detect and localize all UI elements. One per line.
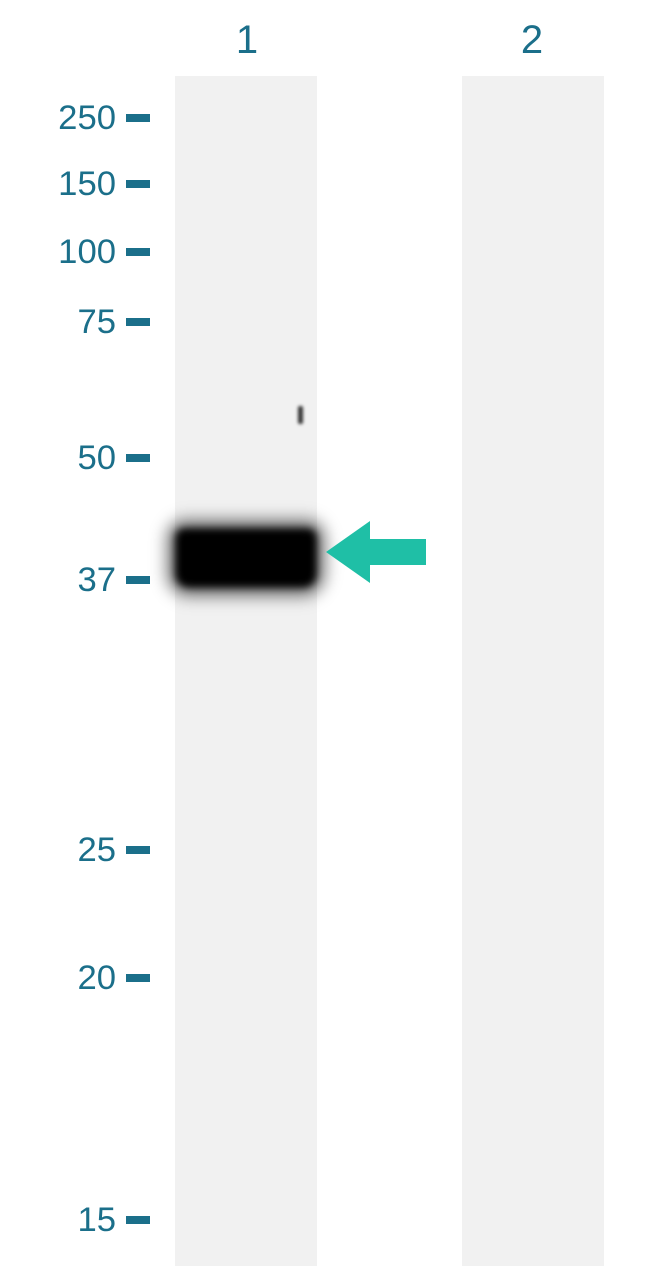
lane-1-header-text: 1 — [236, 18, 258, 62]
ladder-tick — [126, 846, 150, 854]
ladder-label-text: 20 — [77, 959, 116, 998]
lane-2-strip — [462, 76, 604, 1266]
ladder-tick — [126, 974, 150, 982]
ladder-tick — [126, 248, 150, 256]
western-blot: 1 2 250 150 100 75 50 37 25 20 15 — [0, 0, 650, 1270]
ladder-75: 75 — [0, 302, 150, 342]
ladder-label-text: 25 — [77, 831, 116, 870]
protein-band-lane-1 — [175, 528, 317, 588]
ladder-15: 15 — [0, 1200, 150, 1240]
ladder-label-text: 37 — [77, 561, 116, 600]
ladder-tick — [126, 180, 150, 188]
ladder-label-text: 15 — [77, 1201, 116, 1240]
ladder-label-text: 75 — [77, 303, 116, 342]
ladder-50: 50 — [0, 438, 150, 478]
ladder-label-text: 150 — [58, 165, 116, 204]
lane-2-header-text: 2 — [521, 18, 543, 62]
lane-1-strip — [175, 76, 317, 1266]
ladder-20: 20 — [0, 958, 150, 998]
ladder-37: 37 — [0, 560, 150, 600]
ladder-tick — [126, 1216, 150, 1224]
ladder-25: 25 — [0, 830, 150, 870]
ladder-250: 250 — [0, 98, 150, 138]
ladder-tick — [126, 454, 150, 462]
ladder-tick — [126, 114, 150, 122]
ladder-150: 150 — [0, 164, 150, 204]
band-indicator-arrow-icon — [326, 521, 426, 583]
ladder-label-text: 50 — [77, 439, 116, 478]
ladder-label-text: 250 — [58, 99, 116, 138]
lane-1-header: 1 — [217, 18, 277, 63]
lane-2-header: 2 — [502, 18, 562, 63]
ladder-100: 100 — [0, 232, 150, 272]
artifact-speck — [298, 406, 303, 424]
ladder-label-text: 100 — [58, 233, 116, 272]
ladder-tick — [126, 576, 150, 584]
ladder-tick — [126, 318, 150, 326]
arrow-shape — [326, 521, 426, 583]
